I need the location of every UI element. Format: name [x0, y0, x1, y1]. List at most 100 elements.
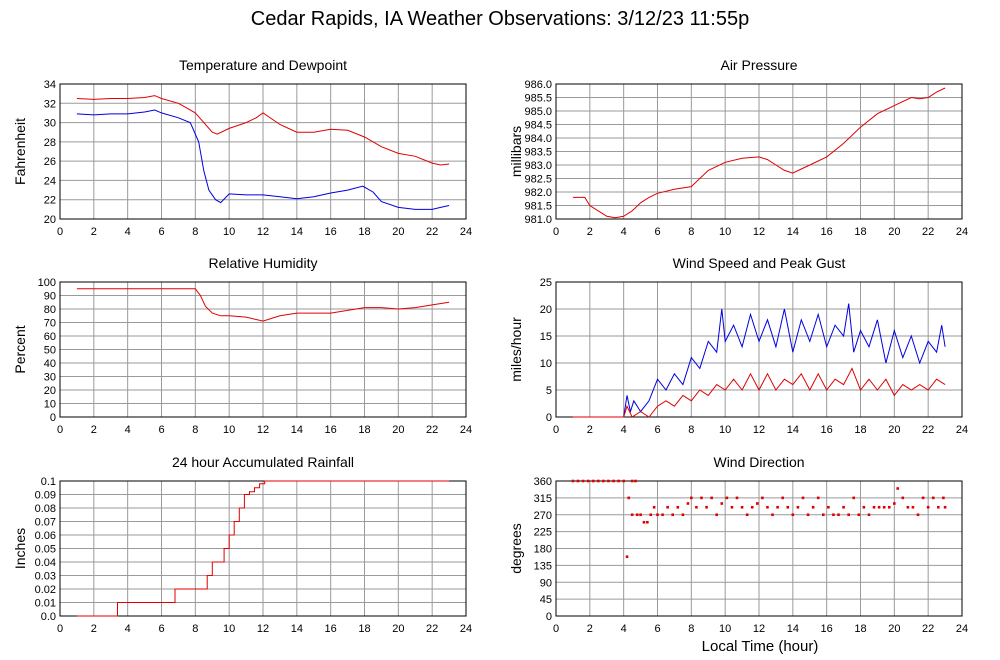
y-tick-label: 0.1 — [41, 476, 56, 488]
data-point — [896, 487, 900, 490]
x-tick-label: 12 — [753, 424, 765, 436]
x-axis-label: Local Time (hour) — [702, 638, 819, 655]
x-tick-label: 4 — [621, 623, 627, 635]
data-point — [781, 496, 784, 500]
y-tick-label: 15 — [540, 331, 552, 343]
x-tick-label: 2 — [587, 424, 593, 436]
y-tick-label: 25 — [540, 277, 552, 289]
y-tick-label: 20 — [540, 304, 552, 316]
x-tick-label: 8 — [688, 226, 694, 238]
plot-border — [555, 480, 963, 617]
y-axis-label: Percent — [12, 325, 28, 373]
x-tick-label: 8 — [192, 623, 198, 635]
x-tick-label: 20 — [888, 226, 900, 238]
data-point — [942, 496, 945, 500]
x-tick-label: 16 — [821, 226, 833, 238]
data-point — [649, 513, 653, 517]
y-tick-label: 30 — [44, 372, 56, 384]
data-point — [725, 496, 729, 500]
data-point — [576, 479, 580, 483]
x-tick-label: 2 — [91, 623, 97, 635]
plot-border — [59, 281, 467, 418]
x-tick-label: 6 — [654, 424, 660, 436]
data-point — [735, 496, 739, 500]
x-tick-label: 24 — [956, 226, 968, 238]
data-point — [931, 496, 935, 500]
x-tick-label: 0 — [553, 226, 559, 238]
data-point — [591, 479, 595, 483]
x-tick-label: 18 — [358, 424, 370, 436]
x-tick-label: 2 — [91, 424, 97, 436]
x-tick-label: 2 — [91, 226, 97, 238]
data-point — [639, 513, 642, 517]
data-point — [852, 496, 856, 500]
y-tick-label: 0.07 — [35, 517, 56, 529]
data-point — [786, 505, 790, 509]
x-tick-label: 16 — [821, 424, 833, 436]
x-tick-label: 16 — [821, 623, 833, 635]
x-tick-label: 4 — [621, 226, 627, 238]
data-point — [642, 520, 646, 524]
x-tick-label: 14 — [787, 226, 799, 238]
y-axis-label: Inches — [12, 528, 28, 569]
x-tick-label: 20 — [392, 623, 404, 635]
y-tick-label: 24 — [44, 175, 56, 187]
x-tick-label: 20 — [888, 424, 900, 436]
x-tick-label: 6 — [654, 623, 660, 635]
y-tick-label: 0 — [546, 611, 552, 623]
x-tick-label: 10 — [719, 226, 731, 238]
x-tick-label: 22 — [922, 226, 934, 238]
x-tick-label: 12 — [257, 623, 269, 635]
x-tick-label: 6 — [654, 226, 660, 238]
y-tick-label: 0.09 — [35, 490, 56, 502]
x-tick-label: 16 — [325, 226, 337, 238]
data-point — [821, 513, 825, 517]
x-tick-label: 16 — [325, 424, 337, 436]
series-line-2 — [76, 109, 450, 210]
data-point — [811, 505, 815, 509]
series-line-1 — [76, 480, 450, 617]
chart-title: Temperature and Dewpoint — [179, 57, 347, 73]
data-point — [627, 496, 631, 500]
data-point — [676, 505, 680, 509]
data-point — [766, 505, 769, 509]
chart-2: 0 2 4 6 8 10 12 14 16 18 20 22 24981.0981.5982.0982.… — [508, 57, 968, 238]
x-tick-label: 18 — [854, 623, 866, 635]
data-point — [750, 505, 754, 509]
data-point — [671, 513, 675, 517]
y-tick-label: 0.0 — [41, 611, 56, 623]
x-tick-label: 18 — [358, 623, 370, 635]
y-tick-label: 982.5 — [524, 174, 552, 186]
data-point — [756, 502, 759, 505]
x-tick-label: 0 — [553, 623, 559, 635]
chart-title: Wind Direction — [713, 454, 804, 470]
x-tick-label: 24 — [460, 424, 472, 436]
data-point — [926, 505, 930, 509]
y-tick-label: 90 — [44, 291, 56, 303]
data-point — [801, 496, 805, 500]
series-line-2 — [572, 367, 946, 418]
y-tick-label: 0.03 — [35, 571, 56, 583]
chart-title: Wind Speed and Peak Gust — [673, 255, 846, 271]
y-tick-label: 981.0 — [524, 214, 552, 226]
data-point — [862, 505, 866, 509]
y-tick-label: 90 — [540, 577, 552, 589]
x-tick-label: 22 — [922, 424, 934, 436]
data-point — [686, 502, 690, 505]
y-axis-label: miles/hour — [508, 317, 524, 382]
chart-3: 0 2 4 6 8 10 12 14 16 18 20 22 240102030405060708090… — [12, 255, 472, 436]
data-point — [602, 479, 605, 483]
data-point — [847, 513, 850, 517]
x-tick-label: 8 — [688, 424, 694, 436]
y-tick-label: 10 — [540, 358, 552, 370]
x-tick-label: 12 — [257, 226, 269, 238]
plot-border — [555, 281, 963, 418]
y-tick-label: 34 — [44, 79, 56, 91]
x-tick-label: 6 — [158, 623, 164, 635]
data-point — [581, 479, 585, 483]
x-tick-label: 4 — [125, 623, 131, 635]
x-tick-label: 14 — [291, 623, 303, 635]
y-tick-label: 315 — [534, 493, 552, 505]
data-point — [827, 505, 830, 509]
y-tick-label: 100 — [38, 277, 56, 289]
